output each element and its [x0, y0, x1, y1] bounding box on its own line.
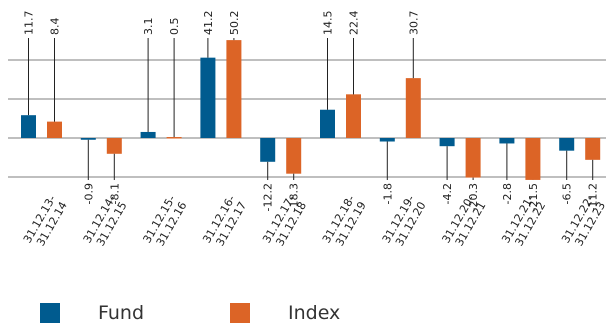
bar-index-5 — [346, 94, 361, 138]
bar-index-3 — [226, 40, 242, 138]
category-label-2: 31.12.15-31.12.16 — [140, 193, 189, 252]
value-label-index-8: -21.5 — [527, 183, 540, 211]
value-label-fund-8: -2.8 — [501, 183, 514, 204]
bar-index-1 — [106, 138, 122, 154]
legend-label-fund: Fund — [98, 302, 145, 324]
bar-fund-3 — [200, 57, 216, 138]
bar-fund-4 — [260, 138, 276, 162]
bar-index-8 — [525, 138, 541, 180]
legend-label-index: Index — [288, 302, 341, 324]
value-label-fund-5: 14.5 — [322, 11, 335, 36]
value-label-fund-9: -6.5 — [561, 183, 574, 204]
legend-item-fund: Fund — [40, 302, 144, 324]
bar-fund-0 — [21, 115, 36, 138]
value-label-fund-3: 41.2 — [202, 11, 215, 36]
value-label-index-4: -18.3 — [288, 183, 301, 211]
value-label-index-7: -20.3 — [467, 183, 480, 211]
value-label-index-0: 8.4 — [49, 18, 62, 36]
value-label-fund-6: -1.8 — [381, 183, 394, 204]
bar-index-9 — [585, 138, 601, 160]
bar-fund-8 — [499, 138, 515, 144]
bar-fund-7 — [439, 138, 455, 147]
legend-item-index: Index — [230, 302, 340, 324]
bar-index-2 — [166, 137, 182, 139]
bar-fund-2 — [140, 131, 156, 138]
value-label-fund-2: 3.1 — [142, 18, 155, 36]
value-label-fund-7: -4.2 — [441, 183, 454, 204]
bar-chart: 11.7 -0.9 3.1 41.2 -12.2 14.5 -1.8 -4.2 -2.8 -6.5… — [8, 11, 606, 252]
bar-fund-6 — [379, 138, 395, 142]
bar-index-4 — [286, 138, 302, 174]
category-label-0: 31.12.13-31.12.14 — [21, 193, 70, 252]
bar-fund-9 — [559, 138, 575, 151]
value-label-index-9: -11.2 — [587, 183, 600, 211]
value-label-index-5: 22.4 — [348, 11, 361, 36]
bar-index-0 — [47, 121, 62, 138]
value-label-fund-1: -0.9 — [82, 183, 95, 204]
legend-swatch-index — [230, 303, 250, 323]
value-label-index-2: 0.5 — [168, 18, 181, 36]
bar-index-7 — [465, 138, 481, 178]
legend: Fund Index — [0, 300, 606, 327]
bar-fund-5 — [320, 109, 335, 138]
category-label-5: 31.12.18-31.12.19 — [320, 193, 369, 252]
value-label-fund-4: -12.2 — [262, 183, 275, 211]
value-label-index-3: 50.2 — [228, 11, 241, 36]
bar-index-6 — [405, 78, 421, 138]
legend-swatch-fund — [40, 303, 60, 323]
value-label-fund-0: 11.7 — [23, 11, 36, 36]
value-label-index-1: -8.1 — [108, 183, 121, 204]
bar-fund-1 — [80, 138, 96, 140]
value-label-index-6: 30.7 — [407, 11, 420, 36]
category-label-3: 31.12.16-31.12.17 — [200, 193, 249, 252]
